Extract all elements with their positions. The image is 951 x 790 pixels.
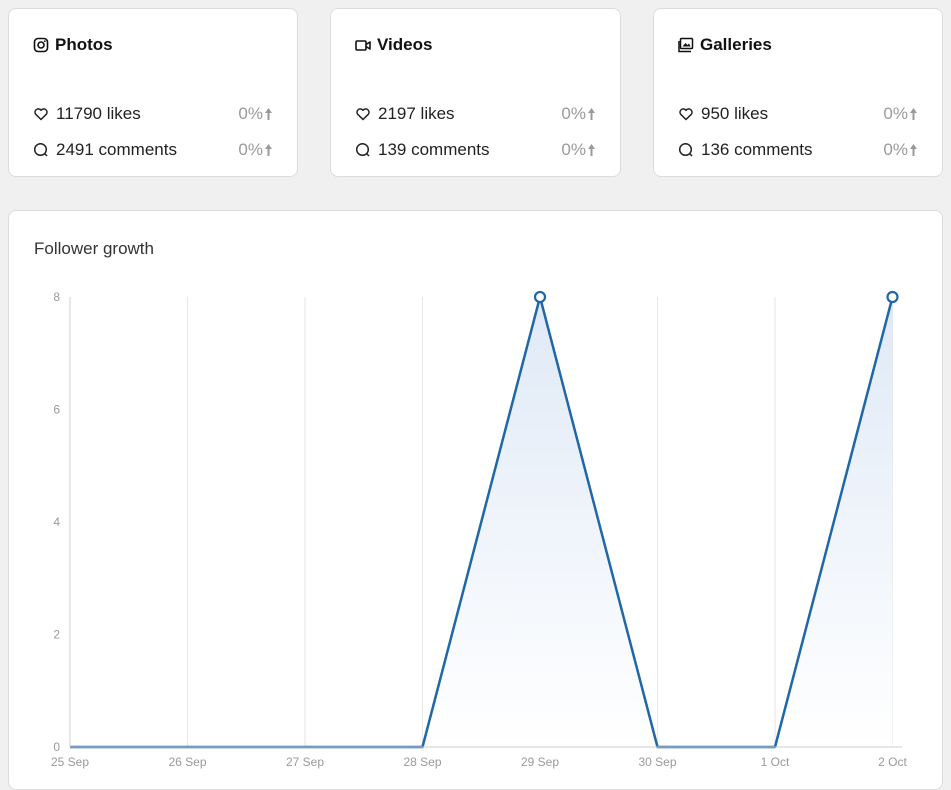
chart-title: Follower growth [34,239,154,258]
comment-icon [33,142,48,157]
arrow-up-icon [588,144,595,156]
heart-icon [34,108,48,121]
comment-icon [355,142,370,157]
likes-metric: 2197 likes 0% [355,104,596,124]
card-title-label: Galleries [700,35,772,54]
comments-count: 136 comments [701,140,813,159]
arrow-up-icon [588,108,595,120]
x-tick-label: 27 Sep [286,755,324,769]
y-tick-label: 6 [53,403,60,417]
likes-change: 0% [238,104,263,123]
x-tick-label: 29 Sep [521,755,559,769]
comments-metric: 2491 comments 0% [33,140,273,160]
heart-icon [356,108,370,121]
x-tick-label: 1 Oct [761,755,790,769]
instagram-icon [33,37,49,53]
card-title: Photos [33,35,113,55]
likes-count: 2197 likes [378,104,455,123]
comments-count: 2491 comments [56,140,177,159]
arrow-up-icon [265,108,272,120]
data-point[interactable] [886,290,899,304]
card-title: Videos [355,35,432,55]
data-points [533,290,899,304]
videos-card: Videos 2197 likes 0% 139 comments 0% [330,8,621,177]
likes-count: 950 likes [701,104,769,123]
comment-icon [678,142,693,157]
likes-count: 11790 likes [56,104,141,123]
comments-change: 0% [561,140,586,159]
x-tick-label: 25 Sep [51,755,89,769]
heart-icon [679,108,693,121]
arrow-up-icon [910,144,917,156]
card-title: Galleries [678,35,772,55]
x-tick-label: 28 Sep [403,755,441,769]
follower-growth-card: Follower growth 0 2 4 6 8 25 Sep 26 Sep 27 Sep 2… [8,210,943,790]
comments-metric: 139 comments 0% [355,140,596,160]
x-tick-label: 30 Sep [638,755,676,769]
arrow-up-icon [910,108,917,120]
likes-metric: 11790 likes 0% [33,104,273,124]
likes-change: 0% [561,104,586,123]
card-title-label: Photos [55,35,113,54]
y-tick-label: 2 [53,628,60,642]
likes-metric: 950 likes 0% [678,104,918,124]
comments-metric: 136 comments 0% [678,140,918,160]
video-camera-icon [355,40,371,51]
galleries-card: Galleries 950 likes 0% 136 comments 0% [653,8,943,177]
data-point[interactable] [533,290,547,304]
arrow-up-icon [265,144,272,156]
card-title-label: Videos [377,35,433,54]
comments-change: 0% [238,140,263,159]
likes-change: 0% [883,104,908,123]
y-tick-label: 4 [53,515,60,529]
y-tick-label: 0 [53,740,60,754]
y-tick-label: 8 [53,290,60,304]
photos-card: Photos 11790 likes 0% 2491 comments 0% [8,8,298,177]
comments-change: 0% [883,140,908,159]
comments-count: 139 comments [378,140,490,159]
x-tick-label: 2 Oct [878,755,907,769]
follower-growth-chart: 0 2 4 6 8 25 Sep 26 Sep 27 Sep 28 Sep 29 Sep 30 Se… [51,290,908,769]
axes: 0 2 4 6 8 25 Sep 26 Sep 27 Sep 28 Sep 29 Sep 30 Se… [51,290,908,769]
gallery-icon [678,37,694,53]
x-tick-label: 26 Sep [168,755,206,769]
